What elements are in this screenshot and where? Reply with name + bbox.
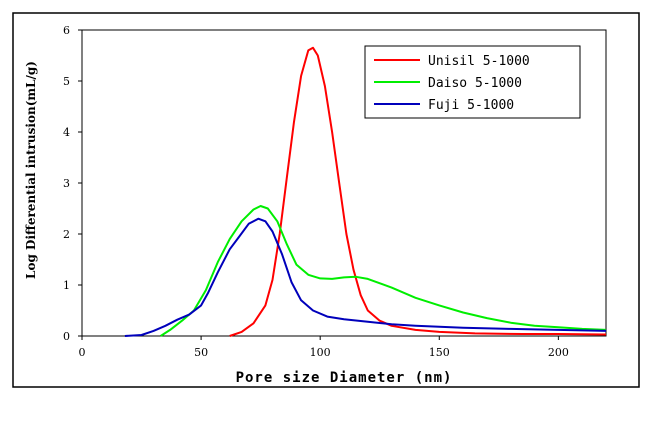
x-tick-label: 150 <box>429 346 450 359</box>
y-tick-label: 6 <box>63 24 70 37</box>
series-line-fuji-5-1000 <box>124 217 607 337</box>
y-tick-label: 1 <box>63 279 70 292</box>
y-tick-label: 0 <box>63 330 70 343</box>
series-lines <box>124 46 607 337</box>
y-axis-label: Log Differential intrusion(mL/g) <box>24 61 38 279</box>
legend-label: Fuji 5-1000 <box>428 98 514 113</box>
legend: Unisil 5-1000 Daiso 5-1000 Fuji 5-1000 <box>364 45 581 119</box>
x-axis-label: Pore size Diameter (nm) <box>236 370 453 386</box>
x-tick-label: 0 <box>79 346 86 359</box>
legend-label: Daiso 5-1000 <box>428 76 522 91</box>
y-tick-label: 2 <box>63 228 70 241</box>
x-axis-ticks: 0 50 100 150 200 <box>79 336 569 359</box>
series-line-daiso-5-1000 <box>160 205 607 337</box>
x-tick-label: 200 <box>548 346 569 359</box>
y-tick-label: 4 <box>63 126 70 139</box>
x-tick-label: 100 <box>310 346 331 359</box>
x-tick-label: 50 <box>194 346 208 359</box>
y-tick-label: 5 <box>63 75 70 88</box>
y-tick-label: 3 <box>63 177 70 190</box>
series-line-unisil-5-1000 <box>229 46 607 337</box>
y-axis-ticks: 0 1 2 3 4 5 6 <box>63 24 82 343</box>
legend-label: Unisil 5-1000 <box>428 54 530 69</box>
